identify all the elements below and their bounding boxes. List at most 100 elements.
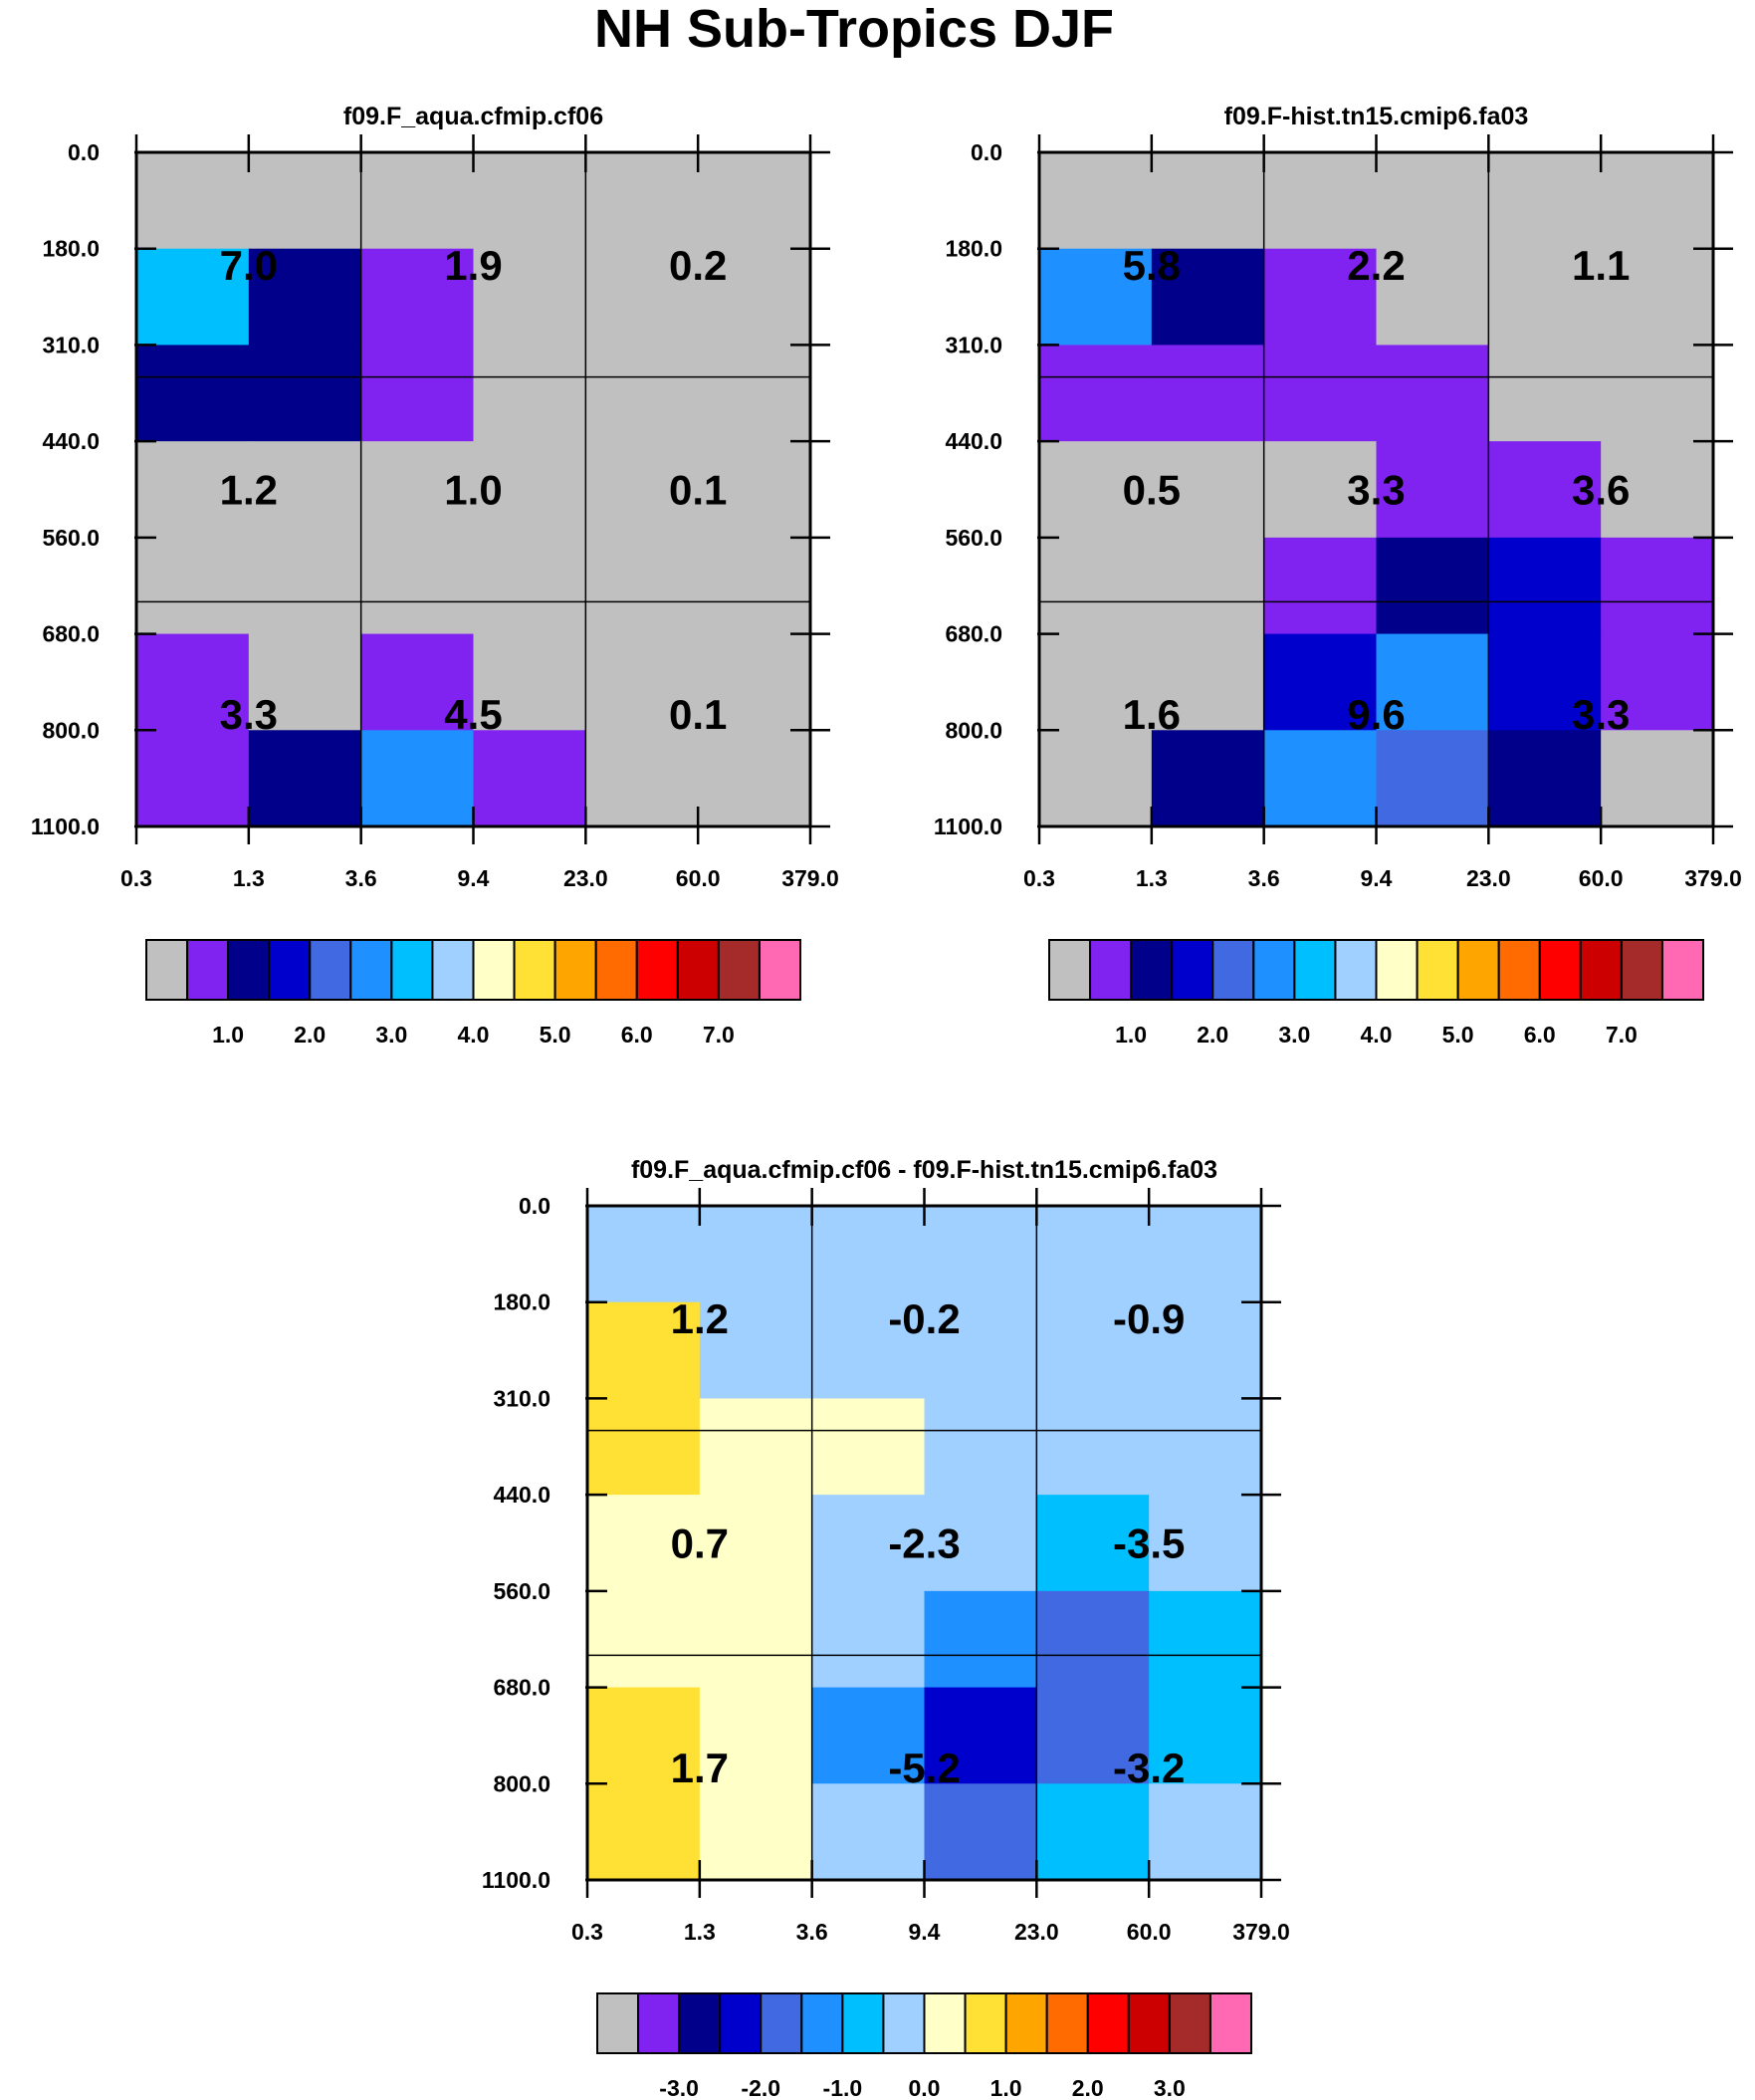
heatmap-cell (1151, 633, 1265, 731)
heatmap-cell (1263, 730, 1378, 827)
heatmap-cell (1149, 1301, 1262, 1400)
heatmap-cell (1601, 248, 1714, 347)
heatmap-cell (1151, 345, 1265, 442)
heatmap-cell (811, 1495, 926, 1592)
colorbar-swatch (268, 939, 312, 1001)
heatmap-cell (1151, 730, 1265, 827)
colorbar-swatch (145, 939, 189, 1001)
heatmap-cell (473, 537, 586, 635)
colorbar-swatch (1004, 1992, 1048, 2054)
colorbar-swatch (923, 1992, 967, 2054)
heatmap-cell (1149, 1590, 1262, 1689)
heatmap-cell (698, 441, 811, 539)
panels: f09.F_aqua.cfmip.cf06 0.0 180.0 310.0 440.0 5… (31, 103, 1742, 2100)
heatmap-cell (1263, 248, 1378, 347)
cell-value-label: 1.1 (1572, 242, 1630, 289)
heatmap-cell (699, 1687, 813, 1784)
heatmap-cell (1039, 730, 1153, 827)
cell-value-label: 0.1 (669, 691, 727, 738)
cell-value-label: 1.7 (671, 1745, 729, 1791)
heatmap-cell (1039, 633, 1153, 731)
heatmap-cell (248, 537, 362, 635)
heatmap-cell (1601, 730, 1714, 827)
heatmap-cell (1263, 537, 1378, 635)
heatmap-cell (473, 730, 586, 827)
colorbar-swatch (719, 1992, 763, 2054)
cell-value-label: -2.3 (888, 1520, 960, 1567)
heatmap-cell (924, 1495, 1037, 1592)
colorbar-label: 2.0 (1197, 1022, 1228, 1048)
colorbar-swatch (513, 939, 556, 1001)
heatmap-cell (587, 1495, 701, 1592)
colorbar-label: 1.0 (990, 2075, 1022, 2100)
heatmap-cell (1376, 633, 1489, 731)
heatmap-cell (699, 1301, 813, 1400)
colorbar-swatch (1211, 939, 1255, 1001)
y-tick-label: 0.0 (971, 139, 1002, 165)
y-tick-label: 440.0 (42, 428, 100, 454)
heatmap-cell (1601, 537, 1714, 635)
heatmap-cell (1488, 248, 1602, 347)
colorbar-label: 4.0 (458, 1022, 490, 1048)
y-tick-label: 440.0 (945, 428, 1002, 454)
colorbar-swatch (758, 939, 801, 1001)
heatmap-cell (360, 248, 475, 347)
heatmap-cell (587, 1783, 701, 1881)
cell-value-label: -3.2 (1113, 1745, 1185, 1791)
heatmap-cell (1036, 1301, 1150, 1400)
colorbar-swatch (1208, 1992, 1252, 2054)
colorbar-swatch (431, 939, 475, 1001)
cell-value-label: -3.5 (1113, 1520, 1185, 1567)
x-tick-label: 9.4 (458, 865, 490, 891)
x-tick-label: 23.0 (1466, 865, 1511, 891)
colorbar-swatch (841, 1992, 885, 2054)
colorbar-swatch (964, 1992, 1007, 2054)
cell-value-label: 2.2 (1347, 242, 1405, 289)
heatmap-cell (1488, 345, 1602, 442)
heatmap-cell (698, 633, 811, 731)
heatmap-cell (585, 248, 699, 347)
heatmap-cell (1376, 248, 1489, 347)
y-tick-label: 1100.0 (934, 814, 1002, 839)
cell-value-label: 1.6 (1123, 691, 1181, 738)
heatmap-cell (1488, 441, 1602, 539)
heatmap-cell (585, 730, 699, 827)
heatmap-cell (1039, 537, 1153, 635)
cell-value-label: 0.7 (671, 1520, 729, 1567)
panel-3: f09.F_aqua.cfmip.cf06 - f09.F-hist.tn15.… (482, 1156, 1290, 2100)
cell-value-label: 1.2 (671, 1295, 729, 1342)
heatmap-cell (1263, 633, 1378, 731)
colorbar-swatch (1497, 939, 1541, 1001)
heatmap-cell (136, 441, 250, 539)
y-tick-label: 800.0 (945, 717, 1002, 743)
colorbar-swatch (1168, 1992, 1211, 2054)
y-tick-label: 310.0 (42, 332, 100, 357)
heatmap-cell (585, 441, 699, 539)
colorbar-swatch (1048, 939, 1092, 1001)
heatmap-cell (136, 730, 250, 827)
colorbar-swatch (227, 939, 271, 1001)
colorbar-swatch (553, 939, 597, 1001)
y-tick-label: 310.0 (493, 1385, 550, 1411)
heatmap-cell (811, 1783, 926, 1881)
cell-value-label: 3.3 (1347, 467, 1405, 514)
heatmap-cell (1039, 248, 1153, 347)
colorbar-swatch (1252, 939, 1296, 1001)
colorbar-label: 2.0 (1072, 2075, 1104, 2100)
heatmap-cell (587, 1398, 701, 1496)
heatmap-cell (585, 537, 699, 635)
colorbar-swatch (1456, 939, 1500, 1001)
heatmap-cell (1039, 152, 1153, 250)
heatmap-cell (698, 537, 811, 635)
x-tick-label: 60.0 (1579, 865, 1624, 891)
y-tick-label: 800.0 (493, 1770, 550, 1796)
x-tick-label: 3.6 (1248, 865, 1280, 891)
heatmap-cell (811, 1206, 926, 1303)
heatmap-cell (699, 1398, 813, 1496)
heatmap-cell (585, 345, 699, 442)
y-tick-label: 0.0 (519, 1193, 550, 1219)
panel-1: f09.F_aqua.cfmip.cf06 0.0 180.0 310.0 440.0 5… (31, 103, 839, 1048)
y-tick-label: 560.0 (42, 525, 100, 551)
heatmap-cell (1601, 633, 1714, 731)
heatmap-cell (136, 248, 250, 347)
